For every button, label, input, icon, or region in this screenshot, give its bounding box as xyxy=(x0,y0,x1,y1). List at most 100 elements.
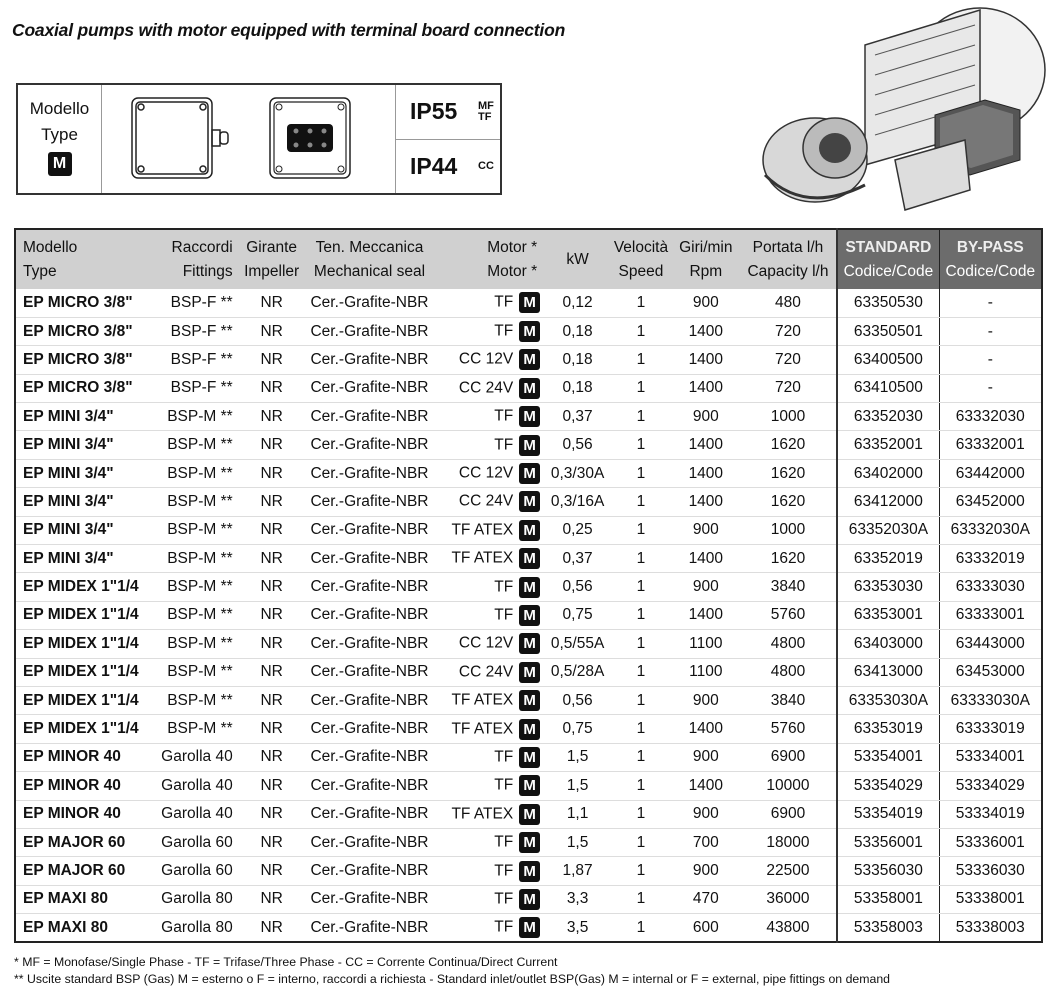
motor-type-badge: M xyxy=(519,406,541,428)
cell-seal: Cer.-Grafite-NBR xyxy=(302,856,437,886)
cell-seal: Cer.-Grafite-NBR xyxy=(302,629,437,659)
cell-rpm: 900 xyxy=(671,289,740,318)
cell-fittings: BSP-M ** xyxy=(160,658,241,687)
cell-model: EP MICRO 3/8" xyxy=(15,289,161,318)
cell-impeller: NR xyxy=(240,913,303,943)
table-row: EP MIDEX 1"1/4 BSP-M ** NR Cer.-Grafite-NBR… xyxy=(15,601,1042,631)
cell-bypass-code: - xyxy=(938,317,1042,347)
cell-impeller: NR xyxy=(240,572,303,602)
cell-bypass-code: 63332019 xyxy=(938,544,1042,574)
cell-standard-code: 63410500 xyxy=(836,374,940,404)
cell-motor: CC 12V M xyxy=(436,629,546,659)
motor-type: TF xyxy=(494,294,514,312)
table-row: EP MINI 3/4" BSP-M ** NR Cer.-Grafite-NBR CC… xyxy=(15,487,1042,517)
cell-speed: 1 xyxy=(610,800,672,829)
cell-bypass-code: 63333001 xyxy=(938,601,1042,631)
cell-standard-code: 63403000 xyxy=(836,629,940,659)
cell-rpm: 1400 xyxy=(671,544,740,574)
col-header-line: Portata l/h xyxy=(752,238,824,256)
cell-model: EP MINOR 40 xyxy=(15,800,161,829)
cell-capacity: 1620 xyxy=(739,459,838,489)
cell-bypass-code: - xyxy=(938,345,1042,375)
cell-standard-code: 63402000 xyxy=(836,459,940,489)
cell-kw: 0,25 xyxy=(545,516,611,546)
cell-model: EP MINI 3/4" xyxy=(15,544,161,574)
col-header-line: BY-PASS xyxy=(956,238,1024,256)
motor-type-badge: M xyxy=(519,917,541,939)
cell-impeller: NR xyxy=(240,800,303,829)
ip-rating-column: IP55 MF TF IP44 CC xyxy=(396,85,500,193)
cell-impeller: NR xyxy=(240,771,303,801)
cell-seal: Cer.-Grafite-NBR xyxy=(302,402,437,432)
pump-table: Modello Type Raccordi Fittings Girante Impell… xyxy=(14,228,1043,943)
cell-motor: CC 24V M xyxy=(436,487,546,517)
cell-rpm: 1100 xyxy=(671,629,740,659)
cell-standard-code: 63353030 xyxy=(836,572,940,602)
cell-seal: Cer.-Grafite-NBR xyxy=(302,658,437,687)
ip-note: MF xyxy=(478,99,494,112)
cell-speed: 1 xyxy=(610,374,672,404)
cell-standard-code: 53358003 xyxy=(836,913,940,943)
motor-type-badge: M xyxy=(519,775,541,797)
cell-model: EP MAJOR 60 xyxy=(15,828,161,858)
cell-capacity: 1620 xyxy=(739,430,838,460)
cell-standard-code: 63350501 xyxy=(836,317,940,347)
cell-fittings: BSP-M ** xyxy=(160,516,241,546)
cell-bypass-code: 63333019 xyxy=(938,714,1042,744)
motor-type-badge: M xyxy=(519,860,541,882)
table-row: EP MICRO 3/8" BSP-F ** NR Cer.-Grafite-NBR C… xyxy=(15,345,1042,375)
cell-standard-code: 63353001 xyxy=(836,601,940,631)
cell-motor: CC 12V M xyxy=(436,459,546,489)
cell-kw: 1,5 xyxy=(545,828,611,858)
cell-seal: Cer.-Grafite-NBR xyxy=(302,289,437,318)
cell-bypass-code: 53338003 xyxy=(938,913,1042,943)
cell-seal: Cer.-Grafite-NBR xyxy=(302,544,437,574)
col-header-line: Fittings xyxy=(182,262,233,280)
table-row: EP MIDEX 1"1/4 BSP-M ** NR Cer.-Grafite-NBR… xyxy=(15,658,1042,687)
cell-capacity: 3840 xyxy=(739,572,838,602)
cell-rpm: 1100 xyxy=(671,658,740,687)
cell-model: EP MAXI 80 xyxy=(15,885,161,915)
cell-rpm: 1400 xyxy=(671,459,740,489)
cell-bypass-code: 53336001 xyxy=(938,828,1042,858)
cell-standard-code: 63352030 xyxy=(836,402,940,432)
motor-type-badge: M xyxy=(519,292,541,314)
cell-capacity: 720 xyxy=(739,317,838,347)
cell-standard-code: 53354001 xyxy=(836,743,940,773)
cell-bypass-code: 63443000 xyxy=(938,629,1042,659)
motor-type-badge: M xyxy=(519,661,541,683)
motor-type: CC 12V xyxy=(458,464,514,482)
cell-speed: 1 xyxy=(610,686,672,716)
motor-type-badge: M xyxy=(519,690,541,712)
col-header-line: Girante xyxy=(246,238,298,256)
col-header-capacity: Portata l/h Capacity l/h xyxy=(739,229,838,289)
cell-capacity: 720 xyxy=(739,374,838,404)
cell-standard-code: 63353019 xyxy=(836,714,940,744)
cell-model: EP MICRO 3/8" xyxy=(15,374,161,404)
cell-seal: Cer.-Grafite-NBR xyxy=(302,345,437,375)
motor-type: CC 12V xyxy=(458,634,514,652)
cell-fittings: Garolla 60 xyxy=(160,828,241,858)
cell-motor: CC 24V M xyxy=(436,374,546,404)
type-label-en: Type xyxy=(41,125,78,144)
motor-type: TF ATEX xyxy=(451,691,514,709)
cell-speed: 1 xyxy=(610,885,672,915)
cell-fittings: BSP-M ** xyxy=(160,572,241,602)
cell-rpm: 1400 xyxy=(671,430,740,460)
motor-type-badge: M xyxy=(519,604,541,626)
cell-motor: CC 24V M xyxy=(436,658,546,687)
cell-speed: 1 xyxy=(610,856,672,886)
cell-rpm: 1400 xyxy=(671,317,740,347)
motor-type-badge: M xyxy=(519,888,541,910)
cell-impeller: NR xyxy=(240,459,303,489)
protection-info-box: Modello Type M IP55 MF TF IP4 xyxy=(16,83,502,195)
ip-value: IP55 xyxy=(410,98,458,125)
cell-speed: 1 xyxy=(610,289,672,318)
col-header-line: Speed xyxy=(618,262,664,280)
cell-speed: 1 xyxy=(610,743,672,773)
col-header-line: Impeller xyxy=(244,262,300,280)
table-row: EP MICRO 3/8" BSP-F ** NR Cer.-Grafite-NBR C… xyxy=(15,374,1042,404)
cell-model: EP MINI 3/4" xyxy=(15,402,161,432)
cell-motor: TF ATEX M xyxy=(436,800,546,829)
cell-standard-code: 53354019 xyxy=(836,800,940,829)
